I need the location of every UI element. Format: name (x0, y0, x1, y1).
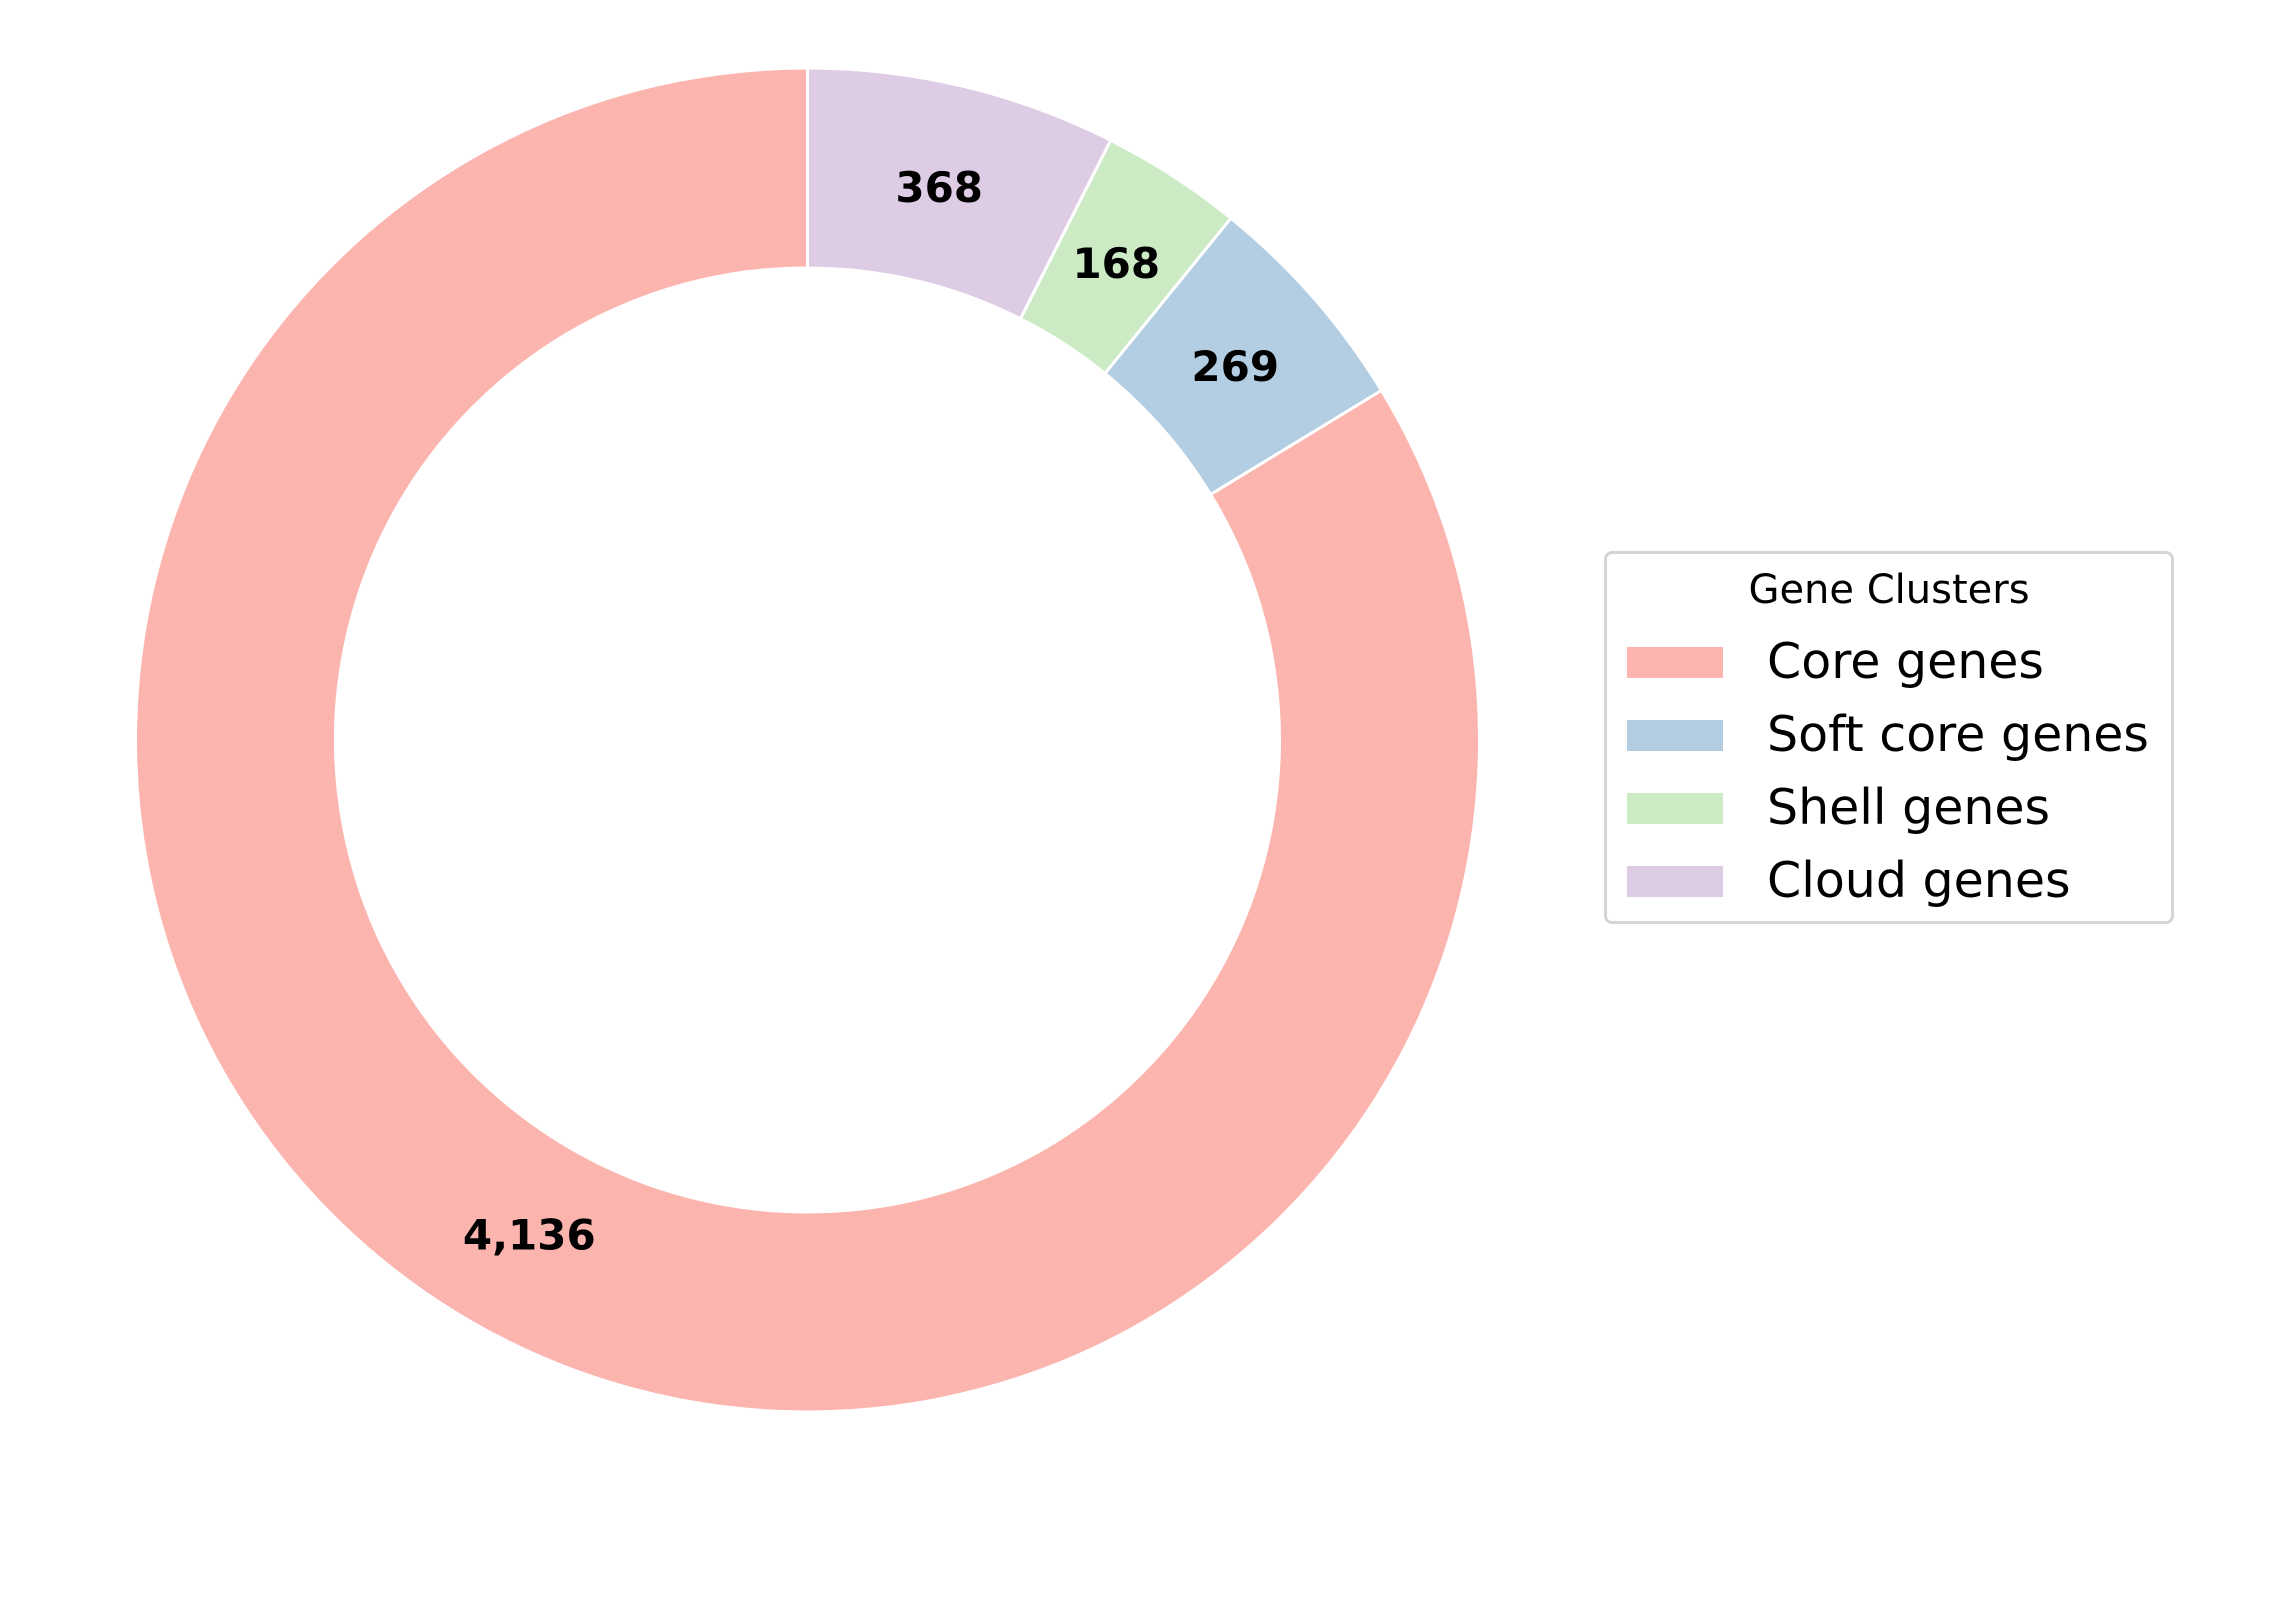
legend-item-shell-genes: Shell genes (1627, 783, 2050, 833)
donut-slices (133, 66, 1481, 1414)
legend-title: Gene Clusters (1748, 567, 2030, 613)
slice-value-label: 4,136 (463, 1211, 596, 1260)
slice-value-labels: 4,136 269 168 368 (463, 163, 1279, 1260)
legend-item-cloud-genes: Cloud genes (1627, 856, 2071, 906)
legend-swatch-soft-core (1627, 719, 1723, 751)
legend-item-soft-core-genes: Soft core genes (1627, 710, 2149, 760)
legend-label: Soft core genes (1767, 706, 2149, 763)
legend-item-core-genes: Core genes (1627, 637, 2044, 687)
slice-value-label: 368 (895, 163, 983, 212)
legend-label: Cloud genes (1767, 852, 2071, 909)
legend-label: Core genes (1767, 633, 2044, 690)
legend-swatch-core (1627, 646, 1723, 678)
slice-value-label: 269 (1191, 342, 1279, 391)
donut-slice-cloud-genes (806, 66, 1113, 321)
donut-slice-core-genes (133, 66, 1481, 1414)
slice-value-label: 168 (1072, 239, 1160, 288)
legend: Gene Clusters Core genes Soft core genes… (1604, 551, 2174, 924)
legend-swatch-cloud (1627, 865, 1723, 897)
legend-swatch-shell (1627, 792, 1723, 824)
legend-label: Shell genes (1767, 779, 2051, 836)
